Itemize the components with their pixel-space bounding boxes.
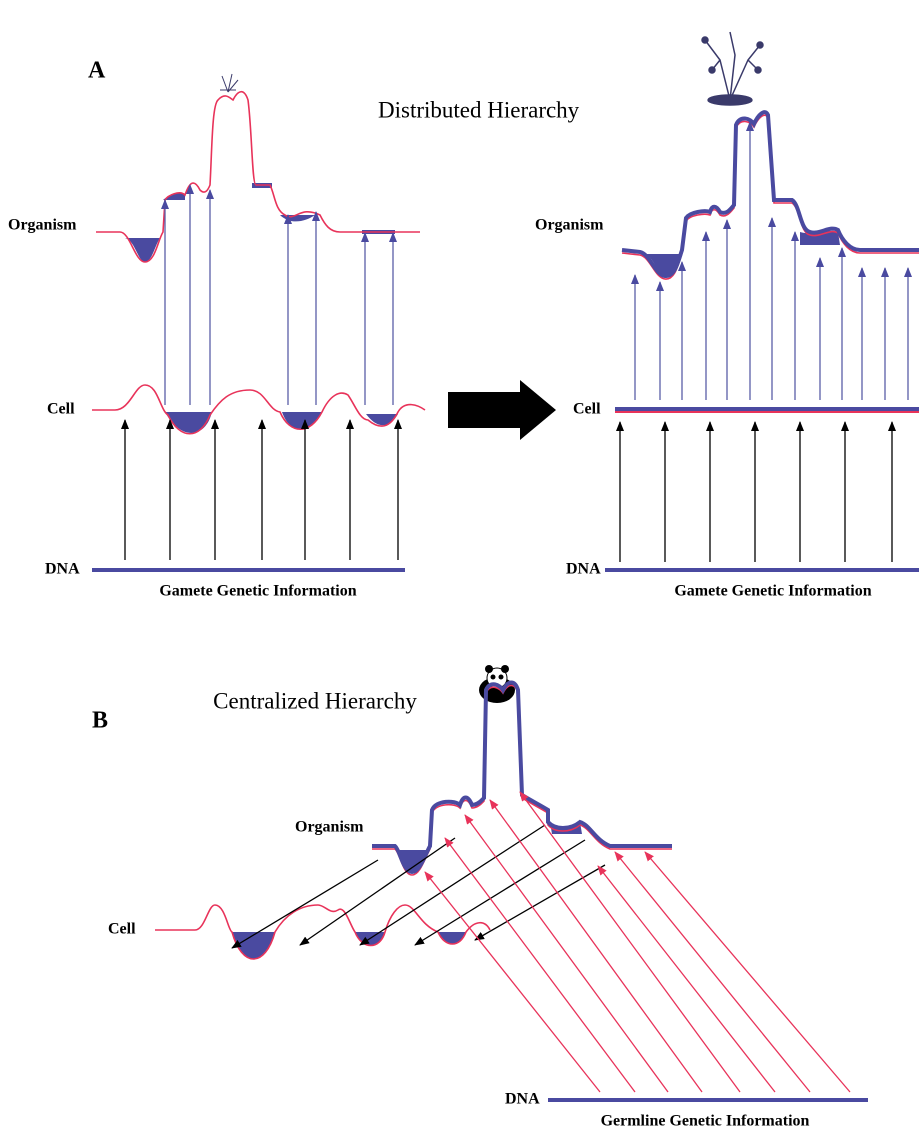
- level-label: Organism: [8, 217, 77, 234]
- level-label: Organism: [295, 819, 364, 836]
- transition-arrow: [448, 380, 556, 440]
- panel-label: A: [88, 58, 106, 84]
- panel-title: Centralized Hierarchy: [213, 688, 417, 713]
- level-label: Cell: [47, 401, 75, 418]
- level-label: DNA: [45, 561, 80, 578]
- dna-organism-arrow: [444, 837, 636, 1093]
- organism-cell-arrow: [299, 837, 456, 946]
- organism-landscape: [621, 110, 919, 280]
- cell-landscape: [92, 384, 426, 435]
- organism-cell-arrow: [359, 824, 546, 946]
- organism-cell-arrow: [474, 864, 606, 941]
- caption: Gamete Genetic Information: [159, 583, 356, 600]
- organism-landscape: [96, 90, 420, 263]
- dna-organism-arrow: [597, 865, 776, 1093]
- organism-cell-arrow: [231, 859, 379, 949]
- plant-icon: [701, 31, 764, 106]
- level-label: DNA: [566, 561, 601, 578]
- plant-icon-small: [220, 73, 239, 93]
- cell-landscape: [155, 904, 491, 960]
- caption: Germline Genetic Information: [601, 1113, 810, 1130]
- level-label: DNA: [505, 1091, 540, 1108]
- level-label: Cell: [108, 921, 136, 938]
- organism-landscape: [372, 680, 672, 876]
- level-label: Organism: [535, 217, 604, 234]
- panda-icon: [479, 665, 515, 703]
- dna-organism-arrow: [489, 799, 703, 1093]
- panel-title: Distributed Hierarchy: [378, 97, 580, 122]
- arrows: [121, 121, 912, 1093]
- dna-organism-arrow: [644, 851, 851, 1093]
- dna-organism-arrow: [464, 814, 669, 1093]
- dna-organism-arrow: [519, 791, 741, 1093]
- caption: Gamete Genetic Information: [674, 583, 871, 600]
- panel-label: B: [92, 708, 108, 734]
- organism-cell-arrow: [414, 839, 586, 946]
- dna-organism-arrow: [614, 851, 811, 1093]
- level-label: Cell: [573, 401, 601, 418]
- dna-organism-arrow: [424, 871, 601, 1093]
